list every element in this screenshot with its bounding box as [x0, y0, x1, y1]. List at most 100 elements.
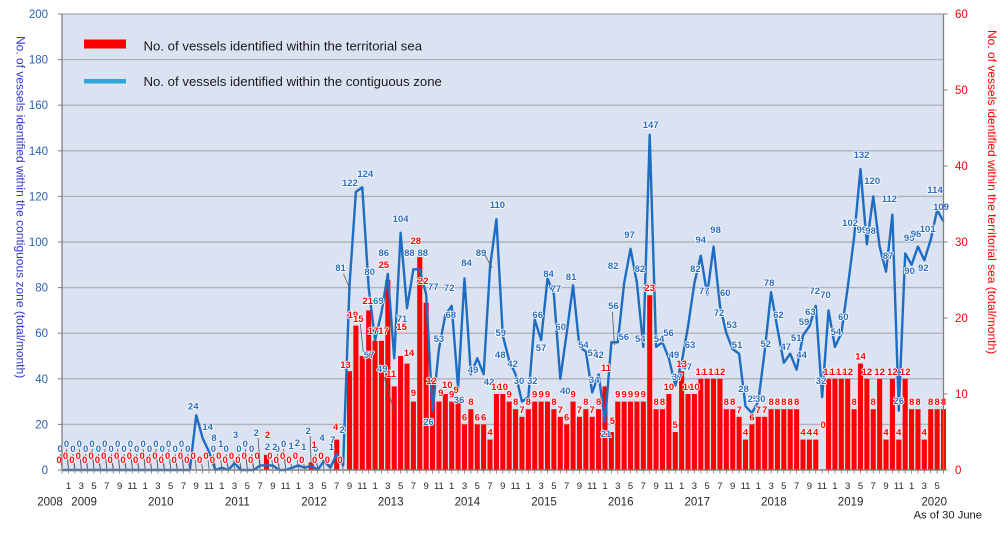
svg-text:5: 5	[551, 481, 556, 492]
svg-text:57: 57	[536, 343, 547, 354]
svg-text:69: 69	[373, 296, 384, 307]
svg-text:42: 42	[484, 377, 495, 388]
svg-text:0: 0	[64, 439, 69, 450]
svg-text:0: 0	[120, 455, 125, 466]
svg-text:59: 59	[496, 328, 507, 339]
svg-text:9: 9	[883, 481, 888, 492]
svg-text:8: 8	[775, 397, 780, 408]
svg-text:30: 30	[514, 376, 525, 387]
svg-text:42: 42	[507, 359, 518, 370]
svg-text:7: 7	[641, 481, 646, 492]
svg-text:12: 12	[823, 367, 834, 378]
svg-text:7: 7	[330, 435, 335, 446]
svg-text:2017: 2017	[685, 497, 711, 509]
svg-text:80: 80	[35, 283, 48, 295]
svg-text:0: 0	[325, 455, 330, 466]
svg-text:122: 122	[342, 178, 358, 189]
svg-text:11: 11	[386, 369, 397, 380]
svg-text:97: 97	[624, 230, 635, 241]
svg-text:63: 63	[685, 340, 696, 351]
svg-text:25: 25	[379, 260, 390, 271]
svg-text:0: 0	[95, 455, 100, 466]
svg-text:0: 0	[203, 451, 208, 462]
svg-text:54: 54	[578, 340, 589, 351]
svg-text:0: 0	[82, 455, 87, 466]
svg-text:95: 95	[904, 233, 915, 244]
svg-text:21: 21	[601, 429, 612, 440]
svg-text:3: 3	[79, 481, 84, 492]
svg-text:7: 7	[577, 405, 582, 416]
svg-text:As of 30 June: As of 30 June	[914, 510, 982, 522]
svg-text:8: 8	[653, 397, 658, 408]
svg-text:0: 0	[76, 451, 81, 462]
svg-text:4: 4	[487, 428, 493, 439]
svg-text:84: 84	[543, 269, 554, 280]
svg-text:54: 54	[635, 334, 646, 345]
svg-text:2010: 2010	[148, 497, 174, 509]
svg-text:70: 70	[820, 290, 831, 301]
svg-text:12: 12	[836, 367, 847, 378]
svg-text:0: 0	[159, 455, 164, 466]
svg-text:71: 71	[397, 314, 408, 325]
svg-text:54: 54	[831, 327, 842, 338]
svg-text:81: 81	[566, 272, 577, 283]
svg-text:9: 9	[577, 481, 582, 492]
svg-text:7: 7	[181, 481, 186, 492]
svg-text:60: 60	[955, 9, 968, 21]
svg-text:0: 0	[83, 444, 88, 455]
svg-text:2009: 2009	[71, 497, 97, 509]
svg-text:0: 0	[108, 455, 113, 466]
svg-text:5: 5	[168, 481, 173, 492]
svg-text:4: 4	[922, 428, 928, 439]
svg-text:53: 53	[434, 334, 445, 345]
svg-text:9: 9	[628, 390, 633, 401]
svg-text:56: 56	[663, 328, 674, 339]
svg-text:28: 28	[411, 236, 422, 247]
svg-text:9: 9	[453, 385, 458, 396]
svg-text:3: 3	[232, 481, 237, 492]
svg-text:2011: 2011	[225, 497, 250, 509]
svg-text:3: 3	[768, 481, 773, 492]
svg-text:77: 77	[699, 286, 710, 297]
svg-text:12: 12	[702, 367, 713, 378]
svg-text:66: 66	[532, 310, 543, 321]
svg-text:12: 12	[426, 376, 437, 387]
svg-text:25: 25	[748, 394, 759, 405]
svg-text:0: 0	[88, 451, 93, 462]
svg-text:1: 1	[602, 481, 607, 492]
svg-text:3: 3	[922, 481, 927, 492]
svg-text:4: 4	[807, 428, 813, 439]
svg-text:8: 8	[660, 397, 665, 408]
svg-text:3: 3	[309, 481, 314, 492]
svg-text:11: 11	[434, 481, 444, 492]
svg-text:0: 0	[820, 420, 825, 431]
svg-text:51: 51	[732, 340, 743, 351]
svg-text:15: 15	[396, 322, 407, 333]
svg-text:5: 5	[321, 481, 326, 492]
svg-text:1: 1	[296, 481, 301, 492]
svg-text:No. of vessels identified with: No. of vessels identified within the ter…	[144, 39, 423, 54]
svg-text:6: 6	[749, 412, 754, 423]
svg-text:92: 92	[918, 263, 929, 274]
svg-text:20: 20	[955, 313, 968, 325]
svg-text:0: 0	[121, 444, 126, 455]
svg-text:59: 59	[799, 317, 810, 328]
svg-text:7: 7	[736, 405, 741, 416]
svg-text:52: 52	[588, 348, 599, 359]
svg-text:0: 0	[165, 451, 170, 462]
svg-text:8: 8	[915, 397, 920, 408]
svg-text:81: 81	[335, 263, 346, 274]
svg-text:98: 98	[911, 229, 922, 240]
svg-text:8: 8	[730, 397, 735, 408]
svg-text:84: 84	[461, 258, 472, 269]
svg-text:8: 8	[871, 397, 876, 408]
svg-text:0: 0	[172, 444, 177, 455]
svg-text:8: 8	[768, 397, 773, 408]
svg-text:110: 110	[490, 200, 505, 211]
svg-text:7: 7	[334, 481, 339, 492]
svg-text:11: 11	[587, 481, 597, 492]
svg-text:26: 26	[894, 396, 905, 407]
svg-text:8: 8	[513, 397, 518, 408]
svg-text:2: 2	[265, 430, 270, 441]
svg-text:17: 17	[368, 326, 379, 337]
